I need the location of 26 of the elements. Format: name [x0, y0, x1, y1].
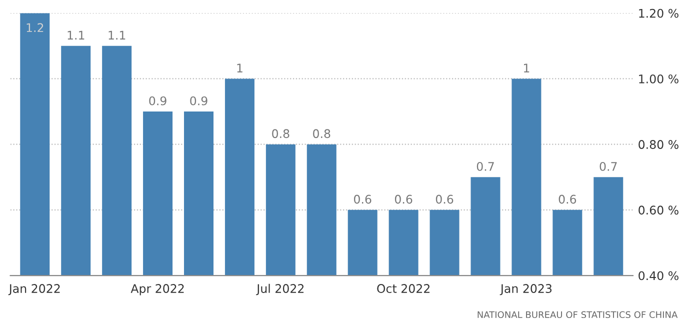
data-label: 0.6 [558, 194, 576, 204]
x-tick-label: Jan 2023 [500, 284, 552, 296]
x-tick-label: Apr 2022 [130, 284, 184, 296]
data-label: 0.8 [272, 129, 290, 138]
x-tick-label: Jul 2022 [256, 284, 304, 296]
text: NATIONAL BUREAU OF STATISTICS OF CHINA [478, 311, 678, 318]
data-label: 1.2 [26, 23, 44, 32]
data-label: 1 [524, 64, 530, 72]
y-tick-label: 0.80 % [638, 140, 678, 149]
data-label: 0.9 [190, 96, 208, 106]
data-label: 1 [237, 64, 242, 72]
y-tick-label: 0.40 % [638, 271, 678, 280]
x-tick-label: Jan 2022 [8, 284, 60, 296]
y-tick-label: 0.60 % [638, 206, 678, 215]
data-label: 1.1 [68, 30, 84, 40]
data-label: 0.7 [600, 162, 617, 171]
y-tick-label: 1.20 % [639, 8, 678, 18]
y-tick-label: 1.00 % [639, 74, 678, 84]
data-label: 0.8 [313, 129, 330, 138]
data-label: 0.9 [149, 96, 166, 106]
data-label: 0.7 [476, 162, 494, 171]
data-label: 1.1 [108, 30, 126, 40]
data-label: 0.6 [354, 194, 372, 204]
data-label: 0.6 [394, 194, 412, 204]
x-tick-label: Oct 2022 [377, 284, 430, 293]
data-label: 0.6 [436, 194, 454, 204]
